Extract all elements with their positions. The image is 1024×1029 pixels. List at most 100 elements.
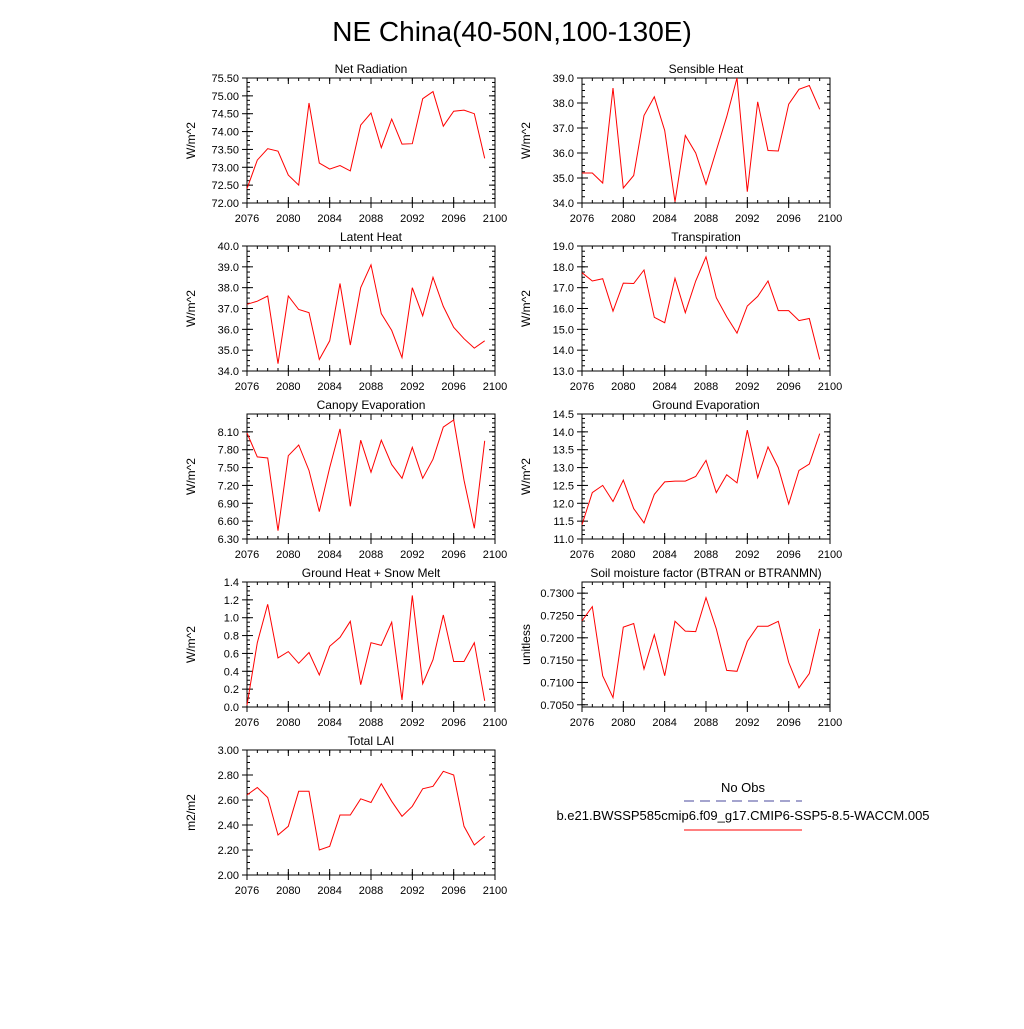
- x-tick-label: 2076: [235, 717, 259, 729]
- x-tick-label: 2092: [400, 381, 424, 393]
- y-tick-label: 14.5: [553, 409, 574, 421]
- plot-frame: [581, 245, 831, 372]
- series-line: [581, 255, 821, 360]
- y-tick-label: 16.0: [553, 304, 574, 316]
- y-tick-label: 73.00: [211, 162, 239, 174]
- y-tick-label: 0.7200: [540, 633, 574, 645]
- y-tick-label: 11.5: [553, 516, 574, 528]
- y-tick-label: 7.50: [218, 463, 239, 475]
- chart-panel: 2076 2080 2084 2088 2092 2096 2100 13.0 14.0 15.0…: [519, 230, 842, 393]
- y-tick-label: 40.0: [218, 241, 239, 253]
- x-tick-label: 2088: [359, 717, 383, 729]
- x-tick-label: 2100: [483, 213, 507, 225]
- y-axis-label: unitless: [519, 624, 533, 665]
- y-axis-label: W/m^2: [519, 458, 533, 495]
- y-tick-label: 2.80: [218, 770, 239, 782]
- y-tick-label: 13.0: [553, 366, 574, 378]
- y-tick-label: 11.0: [553, 534, 574, 546]
- panels: 2076 2080 2084 2088 2092 2096 2100 72.00 72.50 73…: [184, 62, 842, 897]
- panel-title: Total LAI: [348, 734, 395, 748]
- x-tick-label: 2100: [818, 549, 842, 561]
- y-tick-label: 0.8: [224, 631, 239, 643]
- x-tick-label: 2088: [694, 213, 718, 225]
- x-tick-label: 2100: [483, 381, 507, 393]
- x-tick-label: 2080: [611, 381, 635, 393]
- y-tick-label: 38.0: [553, 98, 574, 110]
- x-tick-label: 2096: [776, 381, 800, 393]
- chart-panel: 2076 2080 2084 2088 2092 2096 2100 34.0 35.0 36.0…: [519, 62, 842, 225]
- y-axis-label: W/m^2: [184, 458, 198, 495]
- y-tick-label: 7.80: [218, 445, 239, 457]
- x-tick-label: 2084: [652, 717, 676, 729]
- plot-frame: [581, 581, 831, 708]
- chart-panel: 2076 2080 2084 2088 2092 2096 2100 34.0 35.0 36.0…: [184, 230, 507, 393]
- y-tick-label: 2.40: [218, 820, 239, 832]
- y-tick-label: 73.50: [211, 144, 239, 156]
- x-tick-label: 2084: [317, 717, 341, 729]
- y-tick-label: 75.00: [211, 91, 239, 103]
- x-tick-label: 2100: [818, 213, 842, 225]
- x-tick-label: 2080: [276, 549, 300, 561]
- y-tick-label: 2.60: [218, 795, 239, 807]
- x-tick-label: 2076: [570, 213, 594, 225]
- x-tick-label: 2080: [611, 549, 635, 561]
- panel-title: Sensible Heat: [669, 62, 744, 76]
- plot-frame: [581, 413, 831, 540]
- y-tick-label: 3.00: [218, 745, 239, 757]
- y-tick-label: 38.0: [218, 283, 239, 295]
- x-tick-label: 2084: [652, 381, 676, 393]
- y-tick-label: 19.0: [553, 241, 574, 253]
- x-tick-label: 2084: [317, 885, 341, 897]
- series-line: [246, 595, 486, 706]
- x-tick-label: 2088: [694, 381, 718, 393]
- chart-panel: 2076 2080 2084 2088 2092 2096 2100 0.0 0.2 0.4 0.6…: [184, 566, 507, 729]
- y-tick-label: 6.60: [218, 516, 239, 528]
- x-tick-label: 2096: [441, 885, 465, 897]
- x-tick-label: 2092: [735, 549, 759, 561]
- x-tick-label: 2088: [359, 885, 383, 897]
- y-tick-label: 35.0: [218, 345, 239, 357]
- x-tick-label: 2080: [611, 717, 635, 729]
- y-tick-label: 1.4: [224, 577, 239, 589]
- y-axis-label: W/m^2: [184, 626, 198, 663]
- y-tick-label: 2.00: [218, 870, 239, 882]
- x-tick-label: 2080: [276, 213, 300, 225]
- y-tick-label: 0.7150: [540, 655, 574, 667]
- y-tick-label: 1.2: [224, 595, 239, 607]
- plot-frame: [246, 77, 496, 204]
- x-tick-label: 2092: [735, 213, 759, 225]
- x-tick-label: 2100: [483, 717, 507, 729]
- y-tick-label: 2.20: [218, 845, 239, 857]
- y-tick-label: 75.50: [211, 73, 239, 85]
- y-tick-label: 34.0: [553, 198, 574, 210]
- y-tick-label: 18.0: [553, 262, 574, 274]
- x-tick-label: 2096: [441, 213, 465, 225]
- x-tick-label: 2080: [276, 717, 300, 729]
- y-tick-label: 15.0: [553, 324, 574, 336]
- figure-title: NE China(40-50N,100-130E): [332, 16, 692, 47]
- x-tick-label: 2096: [441, 381, 465, 393]
- y-tick-label: 39.0: [553, 73, 574, 85]
- y-axis-label: W/m^2: [519, 290, 533, 327]
- y-tick-label: 72.50: [211, 180, 239, 192]
- y-tick-label: 6.90: [218, 498, 239, 510]
- x-tick-label: 2092: [735, 381, 759, 393]
- x-tick-label: 2100: [483, 885, 507, 897]
- x-tick-label: 2076: [235, 549, 259, 561]
- x-tick-label: 2076: [235, 381, 259, 393]
- y-tick-label: 0.4: [224, 666, 239, 678]
- x-tick-label: 2088: [694, 549, 718, 561]
- legend: No Obs b.e21.BWSSP585cmip6.f09_g17.CMIP6…: [556, 780, 930, 831]
- x-tick-label: 2096: [441, 717, 465, 729]
- x-tick-label: 2096: [776, 717, 800, 729]
- x-tick-label: 2080: [611, 213, 635, 225]
- series-line: [246, 419, 486, 531]
- panel-title: Net Radiation: [335, 62, 408, 76]
- x-tick-label: 2088: [359, 549, 383, 561]
- x-tick-label: 2092: [400, 885, 424, 897]
- legend-obs-label: No Obs: [721, 780, 766, 795]
- x-tick-label: 2088: [359, 381, 383, 393]
- y-axis-label: W/m^2: [184, 290, 198, 327]
- y-tick-label: 0.0: [224, 702, 239, 714]
